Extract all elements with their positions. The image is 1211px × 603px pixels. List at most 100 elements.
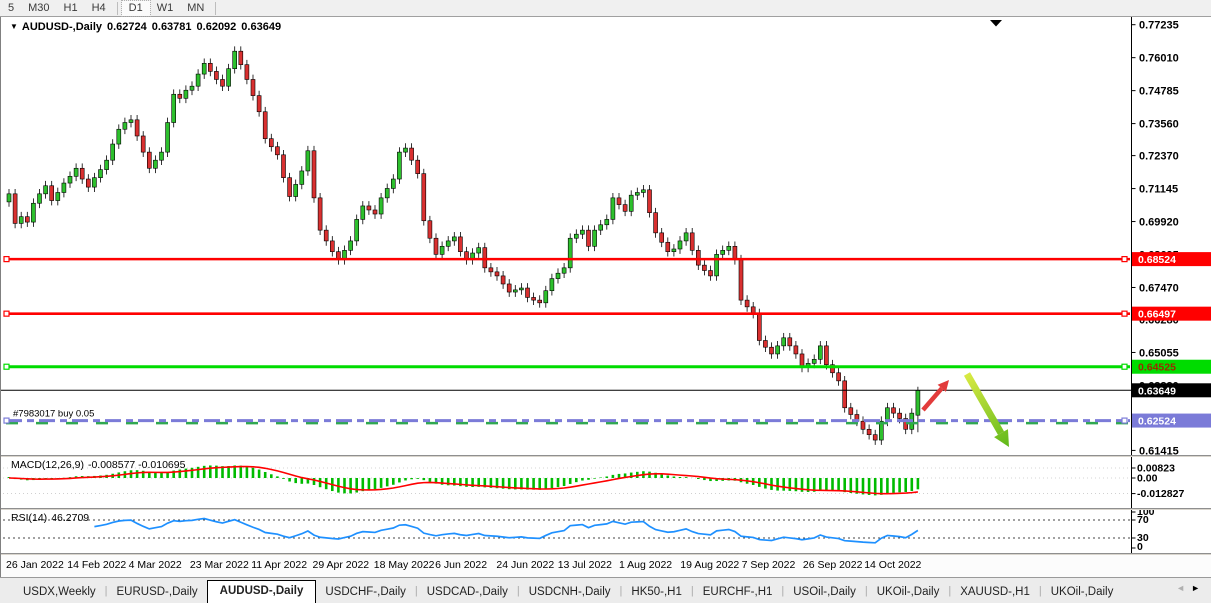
resistance-line-upper-price-tag	[1132, 252, 1211, 267]
price-chart-canvas[interactable]: 0.77235 0.76010 0.74785 0.73560 0.72370 0.711…	[1, 17, 1211, 455]
resistance-line-upper-handle[interactable]	[3, 256, 10, 263]
resistance-line-lower-handle[interactable]	[3, 310, 10, 317]
bull-candle	[384, 188, 390, 199]
support-line-green-handle[interactable]	[1121, 363, 1128, 370]
bull-candle	[67, 176, 73, 184]
symbol-tab-usdcad-daily[interactable]: USDCAD-,Daily	[426, 586, 508, 598]
bull-candle	[305, 150, 311, 172]
timeframe-button-5[interactable]: 5	[8, 1, 15, 14]
bear-candle	[537, 299, 543, 304]
chart-shift-marker[interactable]	[990, 20, 1002, 27]
symbol-tab-eurchf-h1[interactable]: EURCHF-,H1	[702, 586, 773, 598]
symbol-tab-hk50-h1[interactable]: HK50-,H1	[631, 586, 682, 598]
symbol-tab-usoil-daily[interactable]: USOil-,Daily	[793, 586, 856, 598]
bear-candle	[897, 412, 902, 419]
price-tick-label: 0.77235	[1139, 20, 1179, 32]
rsi-line	[94, 517, 919, 544]
red-up-arrow[interactable]	[921, 386, 944, 412]
green-down-arrow[interactable]	[963, 372, 1005, 435]
bear-candle	[12, 193, 18, 224]
chart-title: ▼ AUDUSD-,Daily 0.62724 0.63781 0.62092 0.636…	[10, 21, 281, 33]
support-line-green-handle[interactable]	[3, 363, 10, 370]
symbol-tab-ukoil-daily[interactable]: UKOil-,Daily	[876, 586, 940, 598]
bull-candle	[378, 197, 384, 215]
bear-candle	[366, 205, 372, 211]
date-label: 4 Mar 2022	[128, 559, 182, 571]
symbol-tab-xauusd-h1[interactable]: XAUUSD-,H1	[960, 586, 1030, 598]
bull-candle	[561, 267, 567, 274]
green-down-arrow-head[interactable]	[994, 429, 1009, 447]
bear-candle	[250, 79, 256, 96]
timeframe-button-h4[interactable]: H4	[91, 1, 106, 14]
symbol-tab-eurusd-daily[interactable]: EURUSD-,Daily	[116, 586, 198, 598]
symbol-tab-usdcnh-daily[interactable]: USDCNH-,Daily	[528, 586, 611, 598]
bull-candle	[122, 122, 128, 130]
bull-candle	[183, 89, 189, 99]
tab-scroll-right-icon[interactable]: ►	[1191, 583, 1206, 593]
order-buy-line-price-tag-text: 0.62524	[1138, 416, 1176, 428]
bear-candle	[275, 146, 280, 156]
timeframe-button-d1[interactable]: D1	[120, 0, 151, 17]
order-buy-line-handle[interactable]	[3, 417, 10, 424]
bull-candle	[549, 278, 555, 292]
order-buy-line-handle[interactable]	[1121, 417, 1128, 424]
bull-candle	[567, 237, 573, 269]
panel-divider[interactable]	[1, 553, 1211, 555]
rsi-value: 46.2709	[51, 512, 90, 524]
timeframe-button-w1[interactable]: W1	[156, 1, 174, 14]
resistance-line-lower-price-tag	[1132, 306, 1211, 321]
candle-series	[6, 46, 921, 445]
red-up-arrow-head[interactable]	[937, 380, 949, 392]
bear-candle	[525, 287, 530, 298]
bear-candle	[738, 259, 744, 301]
panel-divider[interactable]	[1, 508, 1211, 510]
bull-candle	[598, 224, 604, 231]
symbol-tab-usdx-weekly[interactable]: USDX,Weekly	[23, 586, 96, 598]
bull-candle	[573, 233, 579, 239]
price-tick-label: 0.73560	[1139, 119, 1179, 131]
panel-divider[interactable]	[1, 455, 1211, 457]
tab-separator: |	[414, 585, 418, 597]
bear-candle	[24, 216, 30, 223]
tab-separator: |	[864, 585, 868, 597]
resistance-line-upper-handle[interactable]	[1121, 256, 1128, 263]
bear-candle	[86, 178, 91, 188]
bull-candle	[512, 289, 518, 293]
toolbar-separator	[116, 1, 118, 15]
order-label: #7983017 buy 0.05	[13, 409, 94, 420]
open-value: 0.62724	[107, 21, 147, 33]
bull-candle	[610, 197, 616, 220]
bull-candle	[775, 345, 780, 355]
bear-candle	[372, 209, 378, 215]
tab-scroll-left-icon[interactable]: ◄	[1176, 583, 1192, 593]
bull-candle	[171, 93, 176, 123]
bull-candle	[915, 389, 921, 416]
resistance-line-lower-price-tag-text: 0.66497	[1138, 309, 1176, 321]
bear-candle	[708, 270, 713, 277]
date-label: 29 Apr 2022	[312, 559, 370, 571]
bull-candle	[677, 240, 683, 250]
time-axis[interactable]: 26 Jan 2022 14 Feb 2022 4 Mar 2022 23 Mar 2…	[1, 555, 1211, 577]
bear-candle	[311, 150, 317, 199]
symbol-tab-usdchf-daily[interactable]: USDCHF-,Daily	[325, 586, 406, 598]
timeframe-button-m30[interactable]: M30	[28, 1, 50, 14]
bull-candle	[55, 192, 61, 201]
bear-candle	[49, 185, 55, 201]
bull-candle	[6, 193, 12, 203]
symbol-tab-audusd-daily[interactable]: AUDUSD-,Daily	[206, 580, 317, 603]
bear-candle	[433, 237, 439, 255]
symbol-tab-ukoil-daily[interactable]: UKOil-,Daily	[1050, 586, 1114, 598]
timeframe-button-h1[interactable]: H1	[63, 1, 78, 14]
toolbar-separator	[215, 1, 217, 15]
bull-candle	[128, 119, 134, 123]
bear-candle	[244, 64, 250, 80]
date-label: 14 Oct 2022	[864, 559, 922, 571]
bear-candle	[415, 159, 421, 174]
price-tick-label: 0.65055	[1139, 347, 1179, 359]
chart-collapse-icon[interactable]: ▼	[10, 22, 18, 31]
resistance-line-lower-handle[interactable]	[1121, 310, 1128, 317]
price-tick-label: 0.71145	[1139, 184, 1178, 196]
timeframe-button-mn[interactable]: MN	[187, 1, 205, 14]
